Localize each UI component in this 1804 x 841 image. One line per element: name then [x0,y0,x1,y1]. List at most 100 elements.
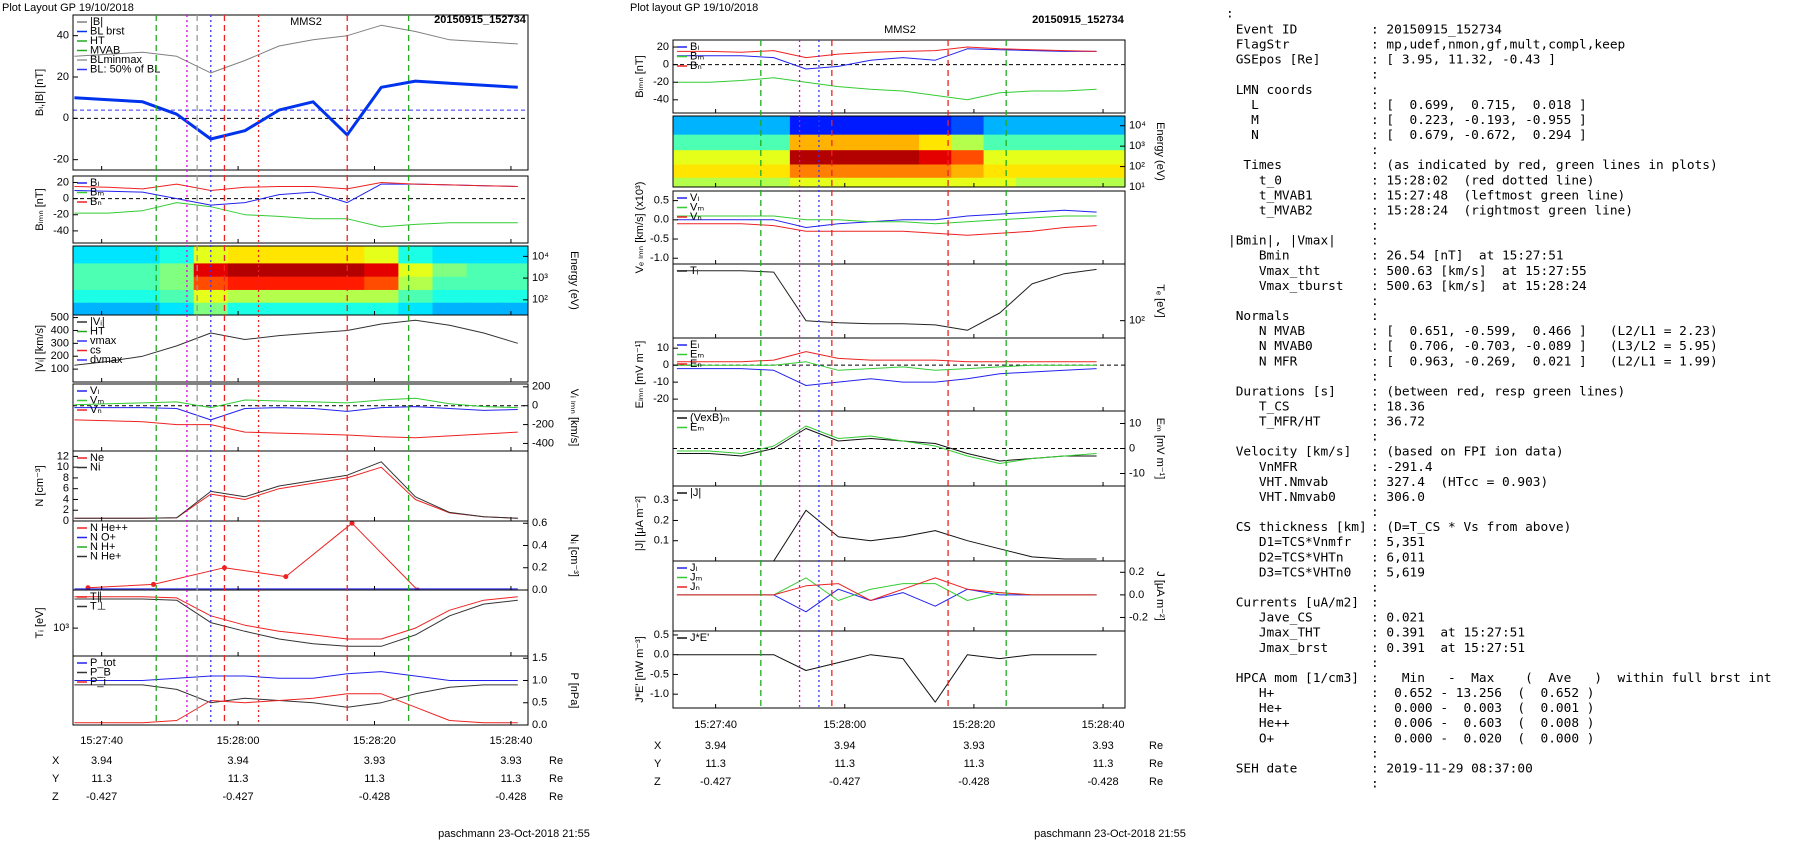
spectrogram-cell [673,134,694,151]
summary-key: Durations [s] [1228,384,1336,399]
spectrogram-cell [296,276,331,290]
y-axis-label: N [cm⁻³] [34,465,46,506]
spectrogram-cell [693,177,726,187]
summary-key: Bmin [1228,249,1290,264]
panel [74,671,518,724]
data-line [676,351,1097,363]
legend-label: Vₙ [690,211,702,223]
x-tick-label: 15:28:20 [353,735,396,747]
summary-value: : 5,351 [1371,535,1425,550]
spectrogram-cell [854,177,888,187]
spectrogram-cell [725,116,759,135]
spectrogram-cell [330,246,365,264]
summary-value: : [1371,68,1379,83]
spectrogram-cell [227,289,263,303]
y-tick-label: -0.2 [1129,611,1148,623]
spectrogram-cell [125,246,161,264]
y-tick-label: 0.3 [654,494,669,506]
summary-key: H+ [1228,686,1275,701]
summary-value: : [1371,430,1379,445]
panel-frame [672,263,1126,339]
spectrogram-cell [725,177,759,187]
spectrogram-cell [983,163,1017,178]
y-tick-label: 10³ [1129,140,1145,152]
legend-label: (VexB)ₘ [690,412,730,424]
spectrogram-cell [296,246,331,264]
panel [73,24,528,141]
data-line [74,596,518,640]
position-unit: Re [1149,776,1163,788]
data-line [676,428,1097,462]
summary-value: : (as indicated by red, green lines in p… [1371,158,1718,173]
panel [74,521,518,590]
y-tick-label: 0 [1129,442,1135,454]
spectrogram-cell [193,262,229,277]
legend-label: HT [90,35,105,47]
y-tick-label: 0.0 [1129,589,1144,601]
summary-value: : Min - Max ( Ave ) within full brst int [1371,671,1772,686]
spectrogram-cell [73,289,92,303]
spectrogram-cell [951,149,985,165]
spectrogram-cell [364,302,399,315]
spectrogram-cell [983,134,1017,151]
y-tick-label: 20 [57,71,69,83]
y-axis-label: Bₗₘₙ [nT] [634,55,646,97]
spectrogram-cell [919,163,952,178]
position-value: 11.3 [964,758,985,770]
panel [676,209,1097,236]
summary-value: : [1371,777,1379,792]
summary-value: : [1371,596,1379,611]
legend-label: T⊥ [90,600,106,612]
data-point [150,581,156,587]
legend-label: Eₘ [690,421,704,433]
data-line [74,319,518,366]
spectrogram-cell [91,302,127,315]
spectrogram-cell [364,289,399,303]
y-axis-label: J [μA m⁻²] [1154,571,1166,620]
spectrogram-cell [822,116,855,135]
position-value: 3.94 [834,740,855,752]
y-axis-label: Eₘ [mV m⁻¹] [1154,418,1166,480]
summary-value: : 500.63 [km/s] at 15:27:55 [1371,264,1587,279]
spectrogram-cell [886,134,920,151]
legend-label: Bₘ [90,186,104,198]
data-line [676,509,1097,561]
legend-label: Vₘ [90,394,104,406]
spectrogram-cell [193,302,229,315]
summary-key: CS thickness [km] [1228,520,1367,535]
y-tick-label: 0.4 [532,539,547,551]
legend-label: N O+ [90,531,116,543]
spectrogram-cell [261,276,297,290]
position-value: -0.428 [359,791,390,803]
y-axis-label: Bₗₘₙ [nT] [34,188,46,230]
spectrogram-cell [886,163,920,178]
y-tick-label: 0.6 [532,517,547,529]
spectrogram-cell [73,246,92,264]
y-tick-label: 20 [57,176,69,188]
summary-value: : [ 0.679, -0.672, 0.294 ] [1371,128,1587,143]
position-label: Y [654,758,662,770]
spectrogram-cell [466,262,502,277]
data-point [349,521,355,526]
spectrogram-cell [919,134,952,151]
summary-value: : 500.63 [km/s] at 15:28:24 [1371,279,1587,294]
spectrogram-cell [854,163,888,178]
legend-label: N H+ [90,541,115,553]
panel [673,425,1125,464]
spectrogram-cell [673,116,694,135]
summary-value: : [ 0.706, -0.703, -0.089 ] (L3/L2 = 5.9… [1371,339,1718,354]
position-label: Z [52,791,59,803]
spectrogram-cell [757,163,791,178]
y-tick-label: 0 [532,400,538,412]
legend-label: BLminmax [90,54,142,66]
panel [676,577,1097,613]
summary-value: : 18.36 [1371,400,1425,415]
spectrogram-cell [919,116,952,135]
y-tick-label: 10³ [532,272,548,284]
spectrogram-cell [1080,163,1125,178]
data-line [74,684,518,708]
summary-value: : [1371,294,1379,309]
position-value: -0.427 [222,791,253,803]
y-tick-label: 20 [657,41,669,53]
y-tick-label: 12 [57,450,69,462]
